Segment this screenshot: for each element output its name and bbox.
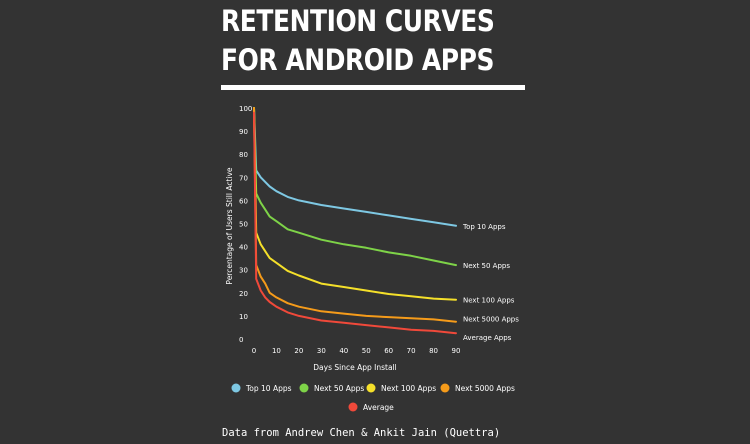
legend-marker-4: [348, 402, 358, 412]
legend-marker-1: [299, 383, 309, 393]
legend-label-3: Next 5000 Apps: [455, 384, 515, 393]
chart-title: RETENTION CURVES FOR ANDROID APPS: [221, 2, 495, 80]
x-tick-label-70: 70: [407, 347, 416, 355]
x-tick-label-0: 0: [252, 347, 256, 355]
y-tick-label-10: 10: [239, 313, 248, 321]
y-tick-label-30: 30: [239, 267, 248, 275]
series-end-label-3: Next 5000 Apps: [463, 316, 519, 324]
series-line-3: [253, 107, 457, 323]
legend-marker-3: [440, 383, 450, 393]
series-line-0: [253, 107, 457, 227]
series-end-label-0: Top 10 Apps: [462, 223, 506, 231]
legend-marker-0: [231, 383, 241, 393]
y-tick-label-60: 60: [239, 197, 248, 205]
x-tick-label-20: 20: [294, 347, 303, 355]
y-tick-label-80: 80: [239, 151, 248, 159]
y-axis-label: Percentage of Users Still Active: [225, 167, 234, 284]
y-tick-label-90: 90: [239, 128, 248, 136]
x-tick-label-10: 10: [272, 347, 281, 355]
x-tick-label-90: 90: [452, 347, 461, 355]
series-line-2: [253, 107, 457, 301]
y-tick-label-0: 0: [239, 336, 243, 344]
y-tick-label-100: 100: [239, 105, 252, 113]
x-tick-label-40: 40: [339, 347, 348, 355]
legend-label-2: Next 100 Apps: [381, 384, 436, 393]
series-line-4: [253, 111, 457, 335]
legend-label-4: Average: [363, 403, 394, 412]
series-end-label-4: Average Apps: [463, 334, 512, 342]
series-line-1: [253, 107, 457, 267]
x-tick-label-30: 30: [317, 347, 326, 355]
title-line-2: FOR ANDROID APPS: [221, 43, 495, 77]
source-credit: Data from Andrew Chen & Ankit Jain (Quet…: [222, 427, 501, 439]
y-tick-label-50: 50: [239, 221, 248, 229]
y-tick-label-40: 40: [239, 244, 248, 252]
y-tick-label-70: 70: [239, 174, 248, 182]
title-underline: [221, 85, 525, 90]
series-end-label-2: Next 100 Apps: [463, 297, 515, 305]
title-line-1: RETENTION CURVES: [221, 4, 495, 38]
legend-label-1: Next 50 Apps: [314, 384, 364, 393]
x-axis-label: Days Since App Install: [313, 363, 396, 372]
x-tick-label-60: 60: [384, 347, 393, 355]
y-tick-label-20: 20: [239, 290, 248, 298]
legend-label-0: Top 10 Apps: [245, 384, 292, 393]
x-tick-label-50: 50: [362, 347, 371, 355]
legend-marker-2: [366, 383, 376, 393]
series-end-label-1: Next 50 Apps: [463, 262, 510, 270]
x-tick-label-80: 80: [429, 347, 438, 355]
